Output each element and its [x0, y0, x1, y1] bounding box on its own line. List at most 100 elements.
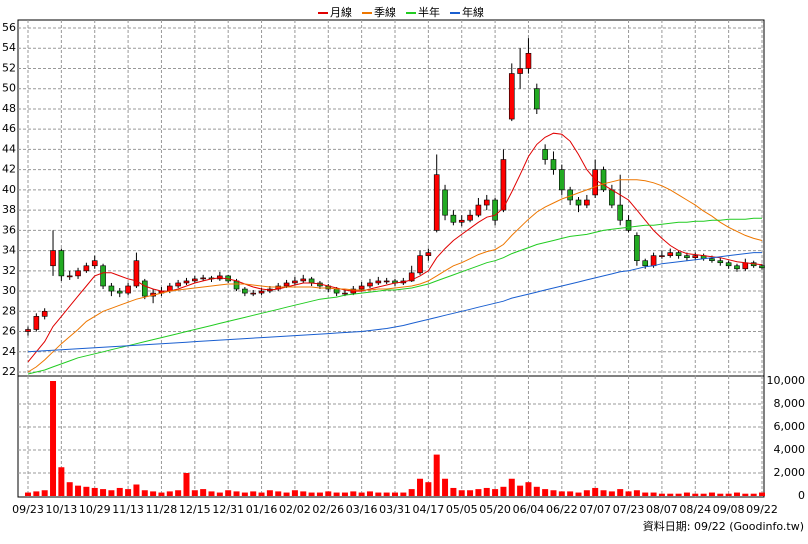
candle-body — [575, 199, 582, 206]
candle-body — [50, 250, 56, 267]
candle-body — [192, 278, 198, 282]
volume-bar — [133, 484, 140, 496]
volume-bar — [683, 492, 690, 496]
volume-bar — [75, 485, 82, 496]
candle-body — [425, 252, 432, 256]
candle-body — [667, 252, 674, 256]
volume-bar — [725, 493, 732, 496]
x-tick-label: 06/22 — [546, 503, 578, 516]
volume-bar — [333, 492, 340, 496]
volume-bar — [600, 490, 607, 496]
volume-bar — [83, 486, 90, 496]
volume-bar — [617, 489, 624, 496]
candle-body — [508, 73, 515, 120]
volume-bar — [675, 493, 682, 496]
candle-body — [500, 159, 507, 211]
y-tick-label: 24 — [2, 345, 16, 358]
volume-bar — [25, 492, 31, 496]
volume-bar — [150, 491, 157, 496]
volume-bar — [408, 489, 415, 496]
candle-body — [483, 199, 490, 206]
x-tick-label: 07/23 — [613, 503, 645, 516]
volume-bar — [550, 490, 557, 496]
volume-bar — [533, 486, 540, 496]
candle-body — [692, 255, 699, 258]
x-tick-label: 08/24 — [679, 503, 711, 516]
volume-bar — [708, 492, 715, 496]
candle-body — [584, 199, 590, 206]
candle-body — [333, 288, 340, 294]
volume-bar — [467, 490, 474, 496]
y-tick-label: 26 — [2, 325, 16, 338]
candle-body — [141, 280, 148, 297]
volume-panel — [17, 375, 765, 498]
volume-bar — [700, 493, 707, 496]
volume-bar — [417, 478, 424, 496]
candle-body — [33, 316, 40, 330]
y-tick-label: 34 — [2, 244, 16, 257]
volume-bar — [458, 490, 465, 496]
candle-body — [492, 199, 498, 221]
x-tick-label: 09/22 — [746, 503, 778, 516]
candle-body — [559, 169, 565, 191]
candle-body — [625, 219, 632, 231]
volume-bar — [542, 489, 549, 496]
volume-bar — [183, 473, 190, 496]
source-note: 資料日期: 09/22 (Goodinfo.tw) — [643, 519, 804, 533]
volume-bar — [525, 482, 532, 496]
candle-body — [66, 275, 73, 278]
volume-bar — [141, 490, 148, 496]
candle-body — [659, 255, 665, 257]
volume-bar — [125, 489, 132, 496]
volume-bar — [450, 487, 457, 496]
x-tick-label: 10/29 — [79, 503, 111, 516]
volume-bar — [50, 381, 57, 496]
candle-body — [709, 258, 715, 262]
volume-bar — [658, 493, 665, 496]
y-tick-label: 28 — [2, 304, 16, 317]
volume-bar — [392, 492, 398, 496]
candle-body — [458, 219, 465, 223]
candle-body — [58, 250, 65, 277]
y-tick-label: 44 — [2, 142, 16, 155]
volume-bar — [58, 467, 65, 496]
candle-body — [592, 169, 598, 196]
candle-body — [433, 174, 440, 231]
candle-body — [300, 278, 307, 282]
volume-bar — [350, 491, 357, 496]
legend-label: 月線 — [330, 5, 352, 19]
candle-body — [759, 265, 765, 269]
y-tick-label: 22 — [2, 365, 16, 378]
x-tick-label: 03/31 — [379, 503, 411, 516]
volume-bar — [567, 491, 574, 496]
candle-body — [183, 280, 190, 284]
x-tick-label: 07/07 — [579, 503, 611, 516]
volume-bar — [241, 492, 248, 496]
volume-bar — [41, 490, 48, 496]
volume-bar — [33, 491, 40, 496]
volume-bar — [308, 492, 315, 496]
x-tick-label: 01/16 — [246, 503, 278, 516]
volume-bar — [750, 493, 757, 496]
candle-body — [550, 159, 557, 170]
y-tick-label: 48 — [2, 102, 16, 115]
volume-bar — [500, 486, 507, 496]
legend-label: 季線 — [374, 5, 396, 19]
volume-bar — [300, 491, 307, 496]
candle-body — [367, 282, 373, 287]
candle-body — [25, 329, 31, 332]
candle-body — [358, 285, 365, 290]
volume-bar — [483, 487, 490, 496]
candle-body — [717, 260, 724, 264]
volume-bar — [592, 487, 599, 496]
volume-bar — [258, 492, 265, 496]
volume-bar — [283, 492, 290, 496]
volume-bar — [667, 493, 674, 496]
y2-tick-label: 6,000 — [774, 420, 806, 433]
candle-body — [734, 265, 740, 270]
volume-bar — [225, 490, 232, 496]
x-tick-label: 06/04 — [513, 503, 545, 516]
candle-body — [200, 277, 206, 280]
volume-bar — [475, 489, 482, 496]
x-tick-label: 02/26 — [312, 503, 344, 516]
